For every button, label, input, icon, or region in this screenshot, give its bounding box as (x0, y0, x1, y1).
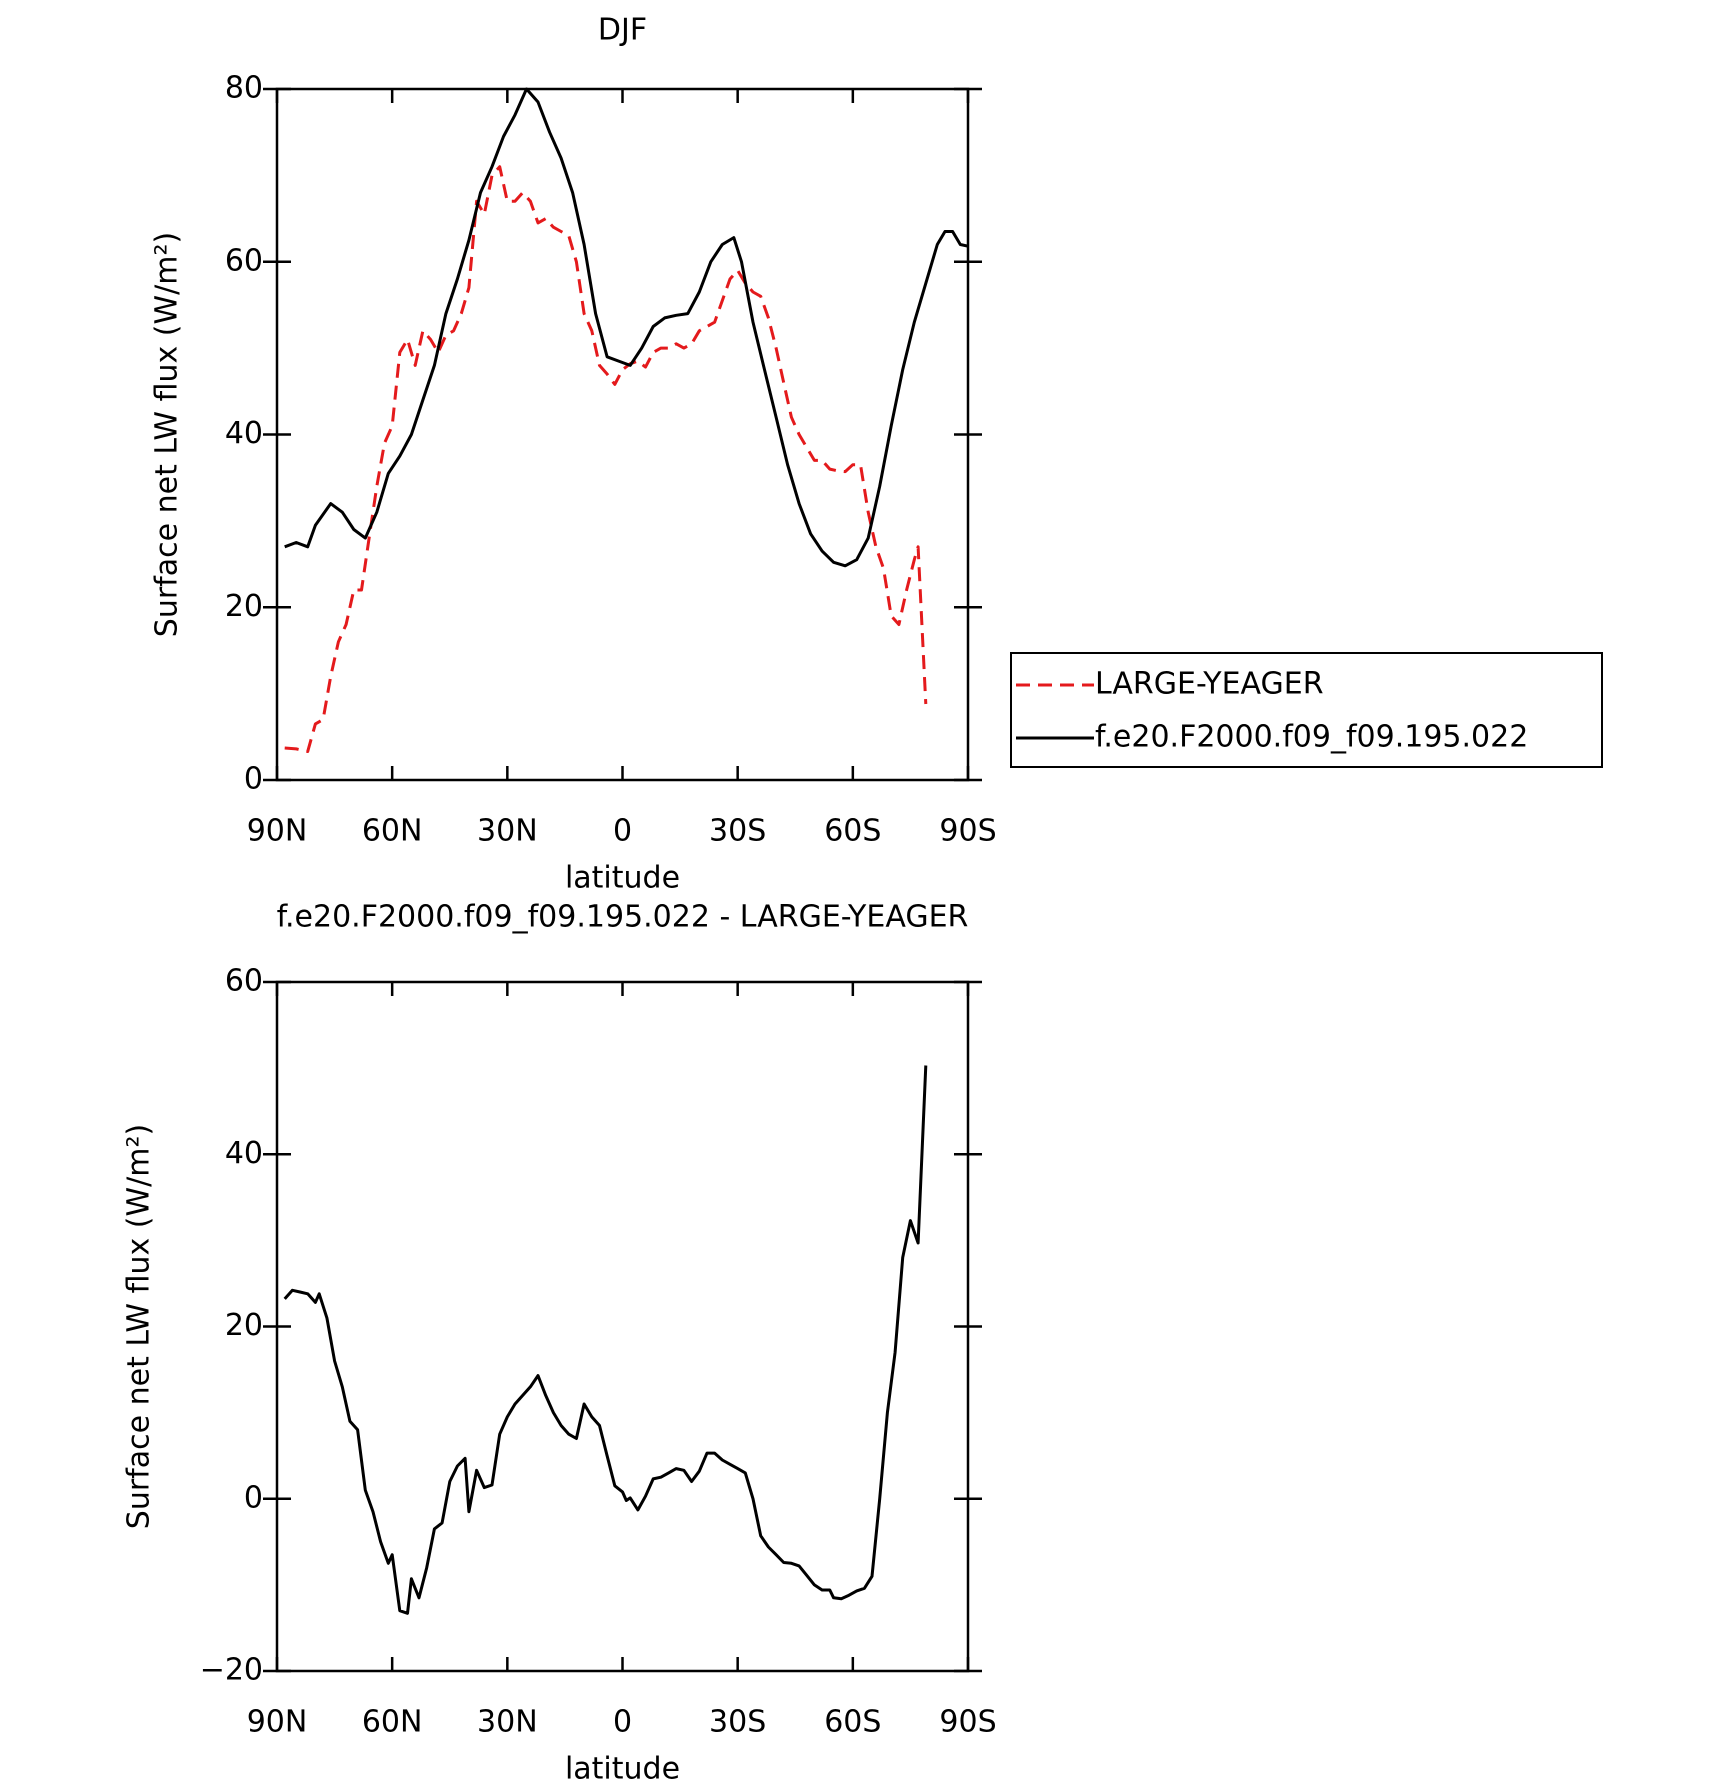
x-tick-label: 90N (247, 1705, 308, 1740)
x-tick-label: 0 (613, 814, 632, 849)
y-tick-label: 20 (225, 589, 263, 624)
x-tick-label: 90S (939, 1705, 996, 1740)
y-axis-label: Surface net LW flux (W/m²) (122, 1124, 157, 1529)
x-tick-label: 30N (477, 814, 538, 849)
x-tick-label: 60S (824, 814, 881, 849)
data-line (284, 165, 928, 753)
y-tick-label: 40 (225, 416, 263, 451)
x-tick-label: 30S (709, 814, 766, 849)
chart-title: f.e20.F2000.f09_f09.195.022 - LARGE-YEAG… (277, 900, 969, 935)
x-axis-label: latitude (565, 861, 680, 896)
x-tick-label: 60N (362, 814, 423, 849)
y-tick-label: 80 (225, 71, 263, 106)
plot-frame (275, 87, 970, 782)
x-tick-label: 30S (709, 1705, 766, 1740)
y-tick-label: 60 (225, 964, 263, 999)
legend-label: f.e20.F2000.f09_f09.195.022 (1095, 720, 1528, 755)
x-tick-label: 90S (939, 814, 996, 849)
x-tick-label: 60S (824, 1705, 881, 1740)
plot-frame (275, 980, 970, 1673)
y-tick-label: 20 (225, 1308, 263, 1343)
chart-title: DJF (598, 13, 647, 48)
legend-label: LARGE-YEAGER (1095, 667, 1324, 702)
y-tick-label: 40 (225, 1136, 263, 1171)
data-line (284, 87, 969, 568)
x-axis-label: latitude (565, 1752, 680, 1787)
y-tick-label: 60 (225, 243, 263, 278)
y-tick-label: 0 (244, 762, 263, 797)
x-tick-label: 60N (362, 1705, 423, 1740)
x-tick-label: 0 (613, 1705, 632, 1740)
y-tick-label: 0 (244, 1480, 263, 1515)
data-line (283, 1065, 928, 1615)
y-tick-label: −20 (200, 1653, 263, 1688)
x-tick-label: 30N (477, 1705, 538, 1740)
y-axis-label: Surface net LW flux (W/m²) (150, 232, 185, 637)
x-tick-label: 90N (247, 814, 308, 849)
legend-box (1010, 652, 1603, 768)
